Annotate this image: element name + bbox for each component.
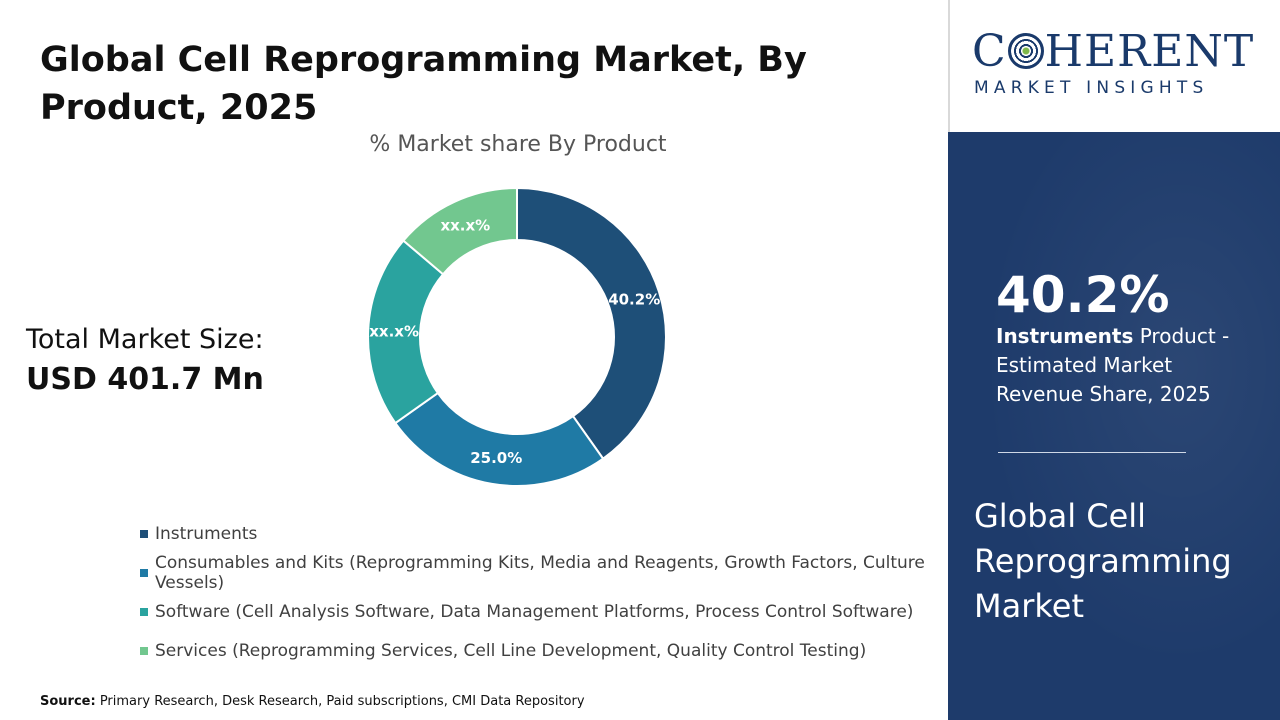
chart-area: Global Cell Reprogramming Market, By Pro… — [26, 40, 948, 709]
legend-item: Services (Reprogramming Services, Cell L… — [140, 631, 948, 670]
chart-title: % Market share By Product — [369, 132, 667, 157]
highlight-desc-text: Product - Estimated Market Revenue Share… — [996, 324, 1230, 406]
highlight-segment: Instruments — [996, 324, 1134, 348]
source-text: Primary Research, Desk Research, Paid su… — [95, 694, 585, 709]
source-note: Source: Primary Research, Desk Research,… — [40, 694, 585, 709]
data-label: 40.2% — [608, 291, 660, 309]
legend-item: Instruments — [140, 514, 948, 553]
logo-subtitle: MARKET INSIGHTS — [974, 78, 1209, 98]
legend-swatch — [140, 607, 148, 616]
logo-area: C HERENT MARKET INSIGHTS — [948, 0, 1280, 132]
highlight-percentage: 40.2% — [996, 266, 1170, 324]
legend-swatch — [140, 529, 148, 538]
divider — [998, 452, 1186, 453]
data-label: 25.0% — [470, 449, 522, 467]
donut-chart: 40.2% 25.0% xx.x% xx.x% — [367, 186, 667, 487]
data-label: xx.x% — [369, 323, 419, 341]
page-title: Global Cell Reprogramming Market, By Pro… — [40, 40, 807, 128]
side-title: Global Cell Reprogramming Market — [974, 497, 1232, 625]
highlight-panel: 40.2% Instruments Product - Estimated Ma… — [948, 132, 1280, 720]
donut-slice — [393, 391, 605, 487]
chart-legend: Instruments Consumables and Kits (Reprogr… — [140, 514, 948, 670]
total-market-value: USD 401.7 Mn — [26, 362, 264, 397]
legend-label: Consumables and Kits (Reprogramming Kits… — [155, 552, 925, 593]
donut-slice — [516, 186, 667, 461]
total-market-label: Total Market Size: — [26, 324, 264, 355]
highlight-description: Instruments Product - Estimated Market R… — [996, 322, 1246, 409]
data-label: xx.x% — [440, 216, 490, 234]
globe-icon — [1007, 33, 1044, 69]
logo-letter-c: C — [972, 26, 1007, 77]
legend-swatch — [140, 568, 148, 577]
logo-letters: HERENT — [1044, 26, 1255, 77]
legend-label: Software (Cell Analysis Software, Data M… — [155, 601, 914, 622]
legend-label: Instruments — [155, 523, 258, 544]
source-prefix: Source: — [40, 694, 96, 709]
donut-slice — [401, 186, 518, 276]
legend-item: Software (Cell Analysis Software, Data M… — [140, 592, 948, 631]
legend-swatch — [140, 646, 148, 655]
legend-item: Consumables and Kits (Reprogramming Kits… — [140, 552, 948, 593]
legend-label: Services (Reprogramming Services, Cell L… — [155, 640, 867, 661]
brand-logo: C HERENT — [972, 28, 1254, 76]
